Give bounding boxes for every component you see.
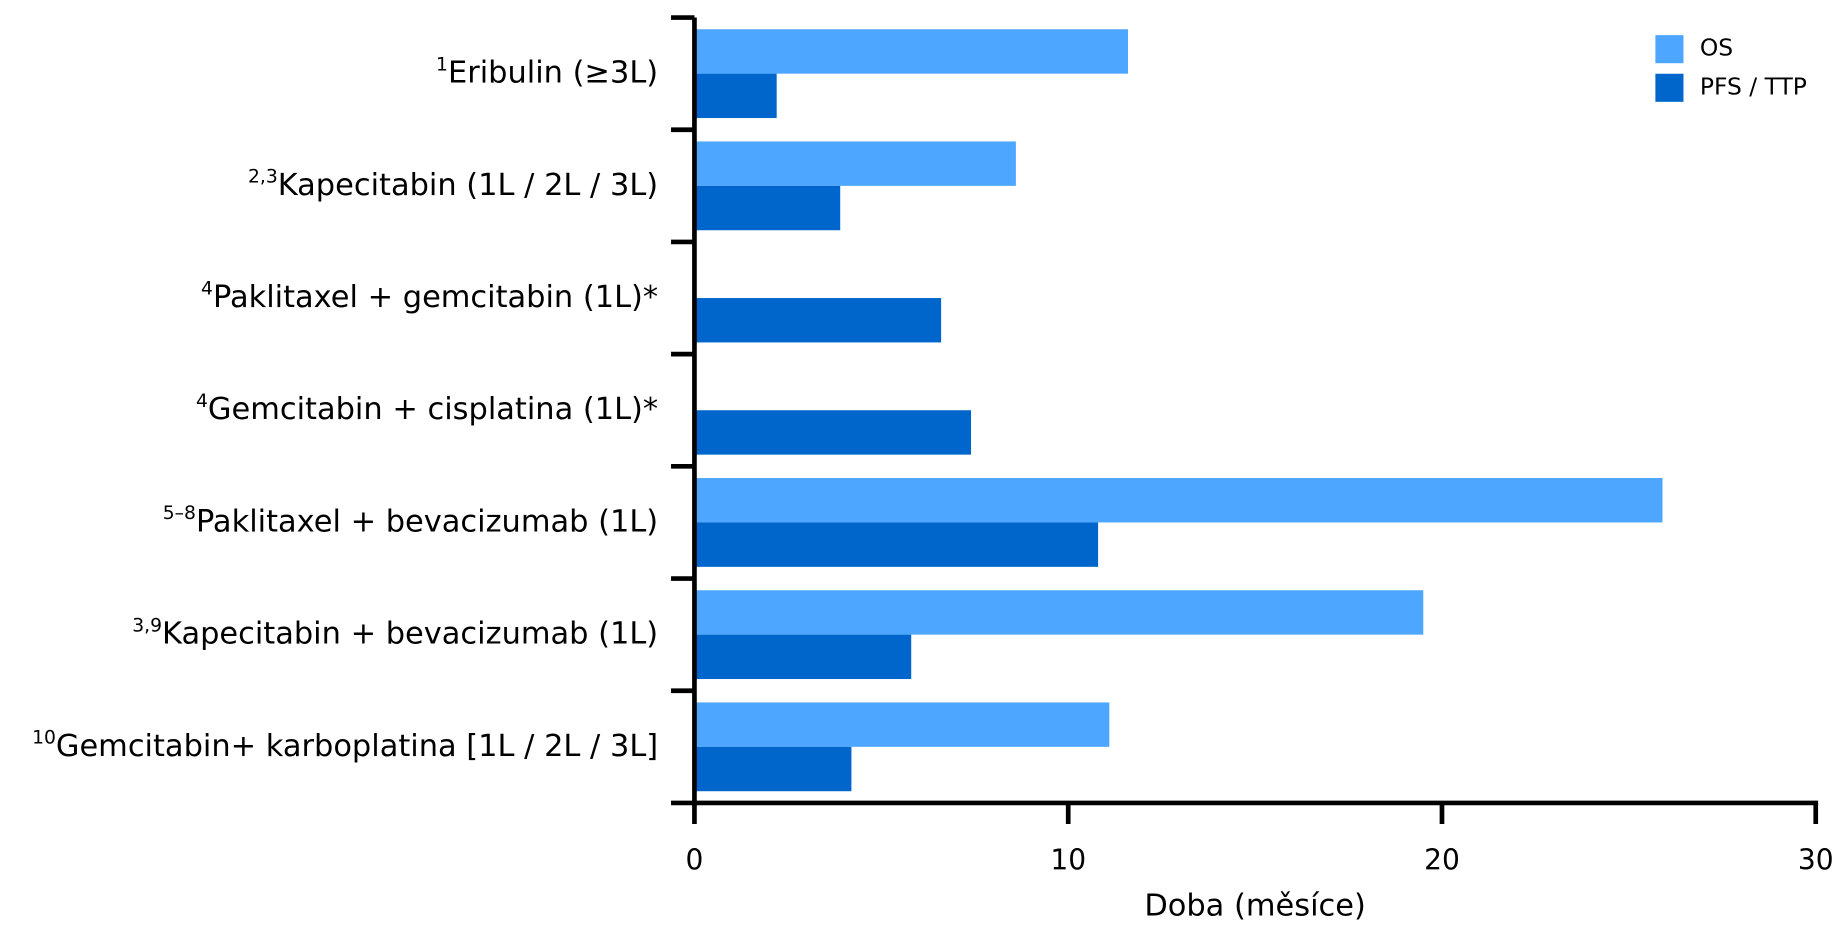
category-name: Kapecitabin (1L / 2L / 3L): [278, 167, 658, 202]
bar: [694, 185, 841, 231]
category-label: 4Paklitaxel + gemcitabin (1L)*: [201, 278, 658, 314]
bar: [694, 410, 972, 455]
bar: [694, 73, 777, 119]
category-label: 1Eribulin (≥3L): [436, 54, 658, 90]
category-label: 3,9Kapecitabin + bevacizumab (1L): [132, 615, 658, 651]
category-name: Gemcitabin+ karboplatina [1L / 2L / 3L]: [56, 728, 658, 763]
x-tick-label: 20: [1424, 843, 1460, 876]
category-label: 5–8Paklitaxel + bevacizumab (1L): [163, 503, 658, 539]
x-tick-label: 10: [1050, 843, 1086, 876]
bar: [694, 522, 1099, 567]
bar: [694, 298, 942, 343]
category-ref: 4: [201, 278, 213, 299]
legend-swatch: [1655, 73, 1684, 102]
bar: [694, 590, 1424, 635]
category-label: 2,3Kapecitabin (1L / 2L / 3L): [248, 166, 658, 202]
category-name: Paklitaxel + gemcitabin (1L)*: [213, 280, 658, 315]
bar: [694, 702, 1110, 747]
legend-label: PFS / TTP: [1700, 72, 1807, 100]
category-label: 4Gemcitabin + cisplatina (1L)*: [196, 390, 658, 426]
legend-label: OS: [1700, 34, 1733, 62]
category-name: Paklitaxel + bevacizumab (1L): [196, 504, 658, 539]
x-axis-label: Doba (měsíce): [1144, 889, 1366, 924]
category-label: 10Gemcitabin+ karboplatina [1L / 2L / 3L…: [32, 727, 658, 763]
category-name: Kapecitabin + bevacizumab (1L): [162, 616, 658, 651]
x-tick-label: 30: [1798, 843, 1834, 876]
category-ref: 5–8: [163, 503, 196, 524]
category-name: Gemcitabin + cisplatina (1L)*: [208, 392, 658, 427]
category-ref: 4: [196, 390, 208, 411]
bar: [694, 141, 1016, 186]
bar: [694, 746, 852, 792]
category-ref: 3,9: [132, 615, 162, 636]
category-ref: 2,3: [248, 166, 278, 187]
category-ref: 1: [436, 54, 448, 75]
legend-swatch: [1655, 35, 1684, 64]
category-ref: 10: [32, 727, 56, 748]
bar: [694, 478, 1663, 523]
bar: [694, 29, 1129, 74]
category-name: Eribulin (≥3L): [448, 55, 658, 90]
x-tick-label: 0: [686, 843, 704, 876]
bar: [694, 634, 912, 680]
